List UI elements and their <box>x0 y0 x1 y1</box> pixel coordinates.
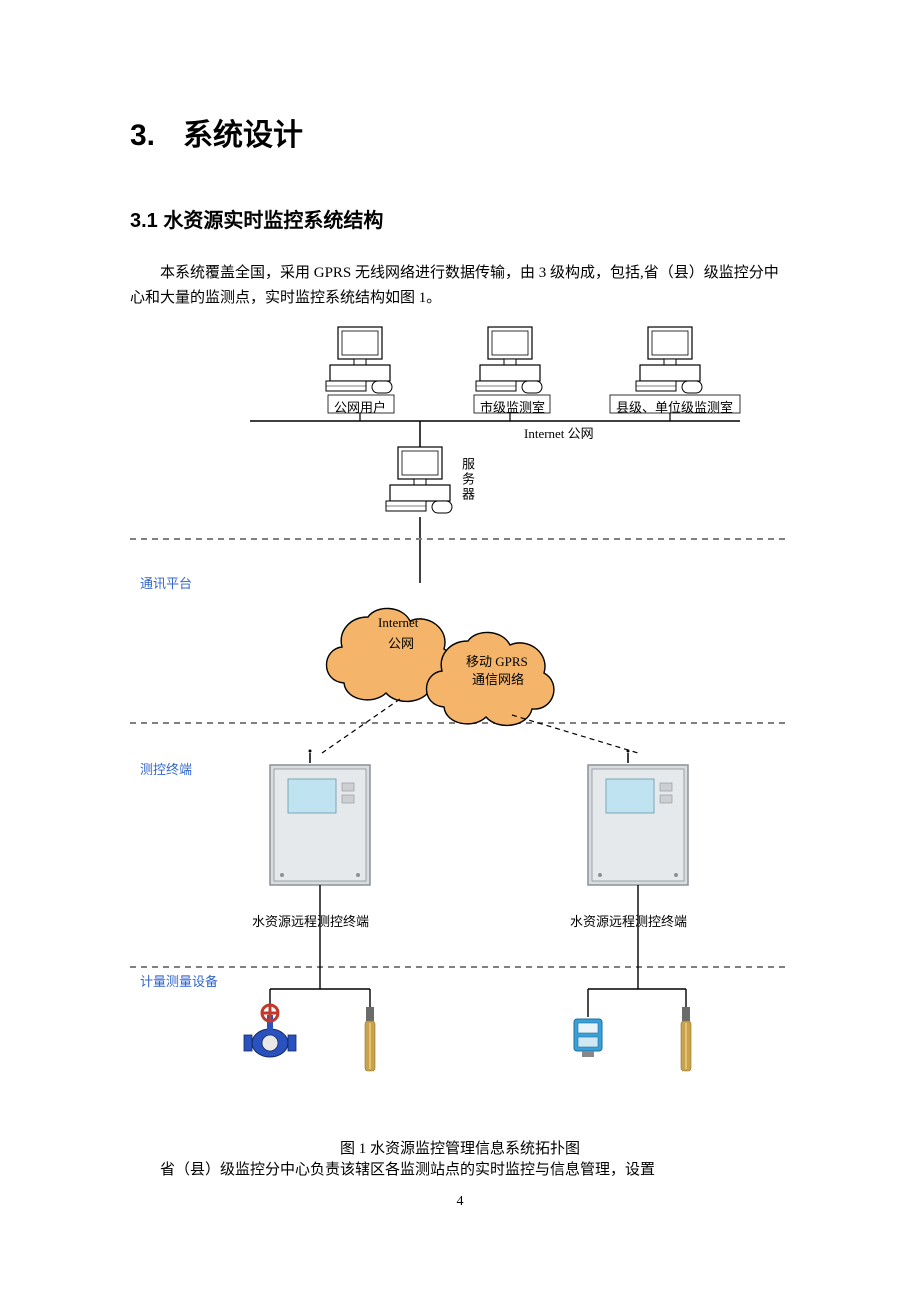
label-server: 服务器 <box>458 457 477 502</box>
paragraph-2: 省（县）级监控分中心负责该辖区各监测站点的实时监控与信息管理，设置 <box>130 1158 790 1183</box>
terminal-label-left: 水资源远程测控终端 <box>252 911 369 930</box>
terminal-label-right: 水资源远程测控终端 <box>570 911 687 930</box>
heading-1-text: 系统设计 <box>183 119 303 152</box>
heading-2: 3.1 水资源实时监控系统结构 <box>130 204 790 233</box>
cloud-gprs-l2: 通信网络 <box>472 669 524 688</box>
label-county-room: 县级、单位级监测室 <box>616 397 733 416</box>
heading-1-num: 3. <box>130 119 155 152</box>
topology-diagram: 公网用户 市级监测室 县级、单位级监测室 Internet 公网 服务器 通讯平… <box>130 317 790 1127</box>
cloud-gprs-l1: 移动 GPRS <box>466 651 528 670</box>
label-public-user: 公网用户 <box>334 397 386 416</box>
paragraph-1: 本系统覆盖全国，采用 GPRS 无线网络进行数据传输，由 3 级构成，包括,省（… <box>130 261 790 311</box>
cloud-internet-l2: 公网 <box>388 633 414 652</box>
label-internet-bus: Internet 公网 <box>524 423 594 442</box>
section-measure: 计量测量设备 <box>140 971 218 990</box>
label-city-room: 市级监测室 <box>480 397 545 416</box>
section-comm-platform: 通讯平台 <box>140 573 192 592</box>
cloud-internet-l1: Internet <box>378 615 418 631</box>
figure-caption: 图 1 水资源监控管理信息系统拓扑图 <box>130 1137 790 1158</box>
page-number: 4 <box>130 1194 790 1210</box>
heading-1: 3. 系统设计 <box>130 110 790 154</box>
section-terminal: 测控终端 <box>140 759 192 778</box>
